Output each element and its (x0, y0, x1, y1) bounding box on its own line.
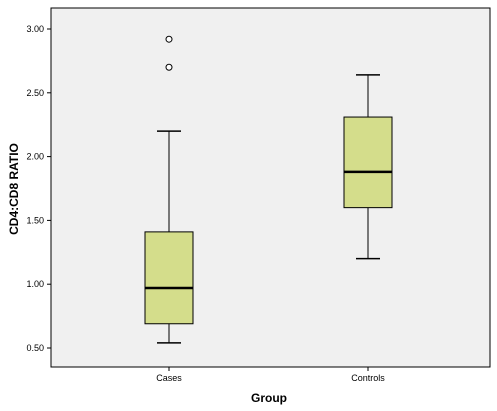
box-group (343, 74, 393, 260)
boxes-layer (144, 35, 393, 344)
iqr-box (343, 116, 393, 209)
x-axis: Cases Controls (156, 367, 385, 383)
y-tick-label: 3.00 (26, 24, 44, 34)
y-tick-label: 2.00 (26, 152, 44, 162)
y-axis: 0.50 1.00 1.50 2.00 2.50 3.00 (26, 24, 51, 353)
x-axis-title: Group (251, 391, 287, 405)
y-axis-title: CD4:CD8 RATIO (7, 143, 21, 235)
box-group (144, 35, 194, 344)
outlier-point (165, 63, 173, 71)
x-tick-label: Controls (351, 373, 385, 383)
y-tick-label: 2.50 (26, 88, 44, 98)
y-tick-label: 1.50 (26, 215, 44, 225)
plot-area (50, 7, 491, 368)
x-tick-label: Cases (156, 373, 182, 383)
iqr-box (144, 231, 194, 325)
outlier-point (165, 35, 173, 43)
y-tick-label: 1.00 (26, 279, 44, 289)
y-tick-label: 0.50 (26, 343, 44, 353)
